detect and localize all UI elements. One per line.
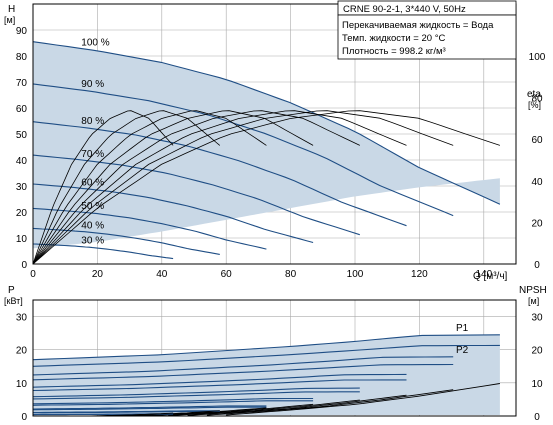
npsh-tick-label: 0: [534, 412, 540, 423]
p2-curve-60: [32, 400, 314, 406]
eta-axis-unit: [%]: [528, 100, 541, 110]
eta-curve-30: [32, 110, 174, 265]
eta-curve-70: [32, 110, 360, 265]
eta-axis-label: eta: [527, 89, 541, 100]
npsh-curve-80: [187, 394, 407, 416]
qh-curve-30: [32, 243, 174, 260]
qh-plot-frame: [32, 3, 517, 265]
npsh-curve-100: [226, 383, 500, 416]
qh-curve-50: [32, 207, 267, 250]
power-operating-envelope: [33, 334, 500, 415]
p1-curve-60: [32, 397, 314, 405]
npsh-curve-60: [148, 403, 314, 417]
speed-label-30: 30 %: [81, 236, 104, 247]
info-box: [337, 14, 517, 60]
power-left-axis-label: P: [8, 285, 15, 296]
eta-curve-90: [32, 110, 454, 265]
p2-curve-90: [32, 363, 454, 381]
p1-curve-80: [32, 373, 407, 388]
eta-tick-label: 60: [531, 135, 543, 146]
eta-tick-label: 80: [531, 94, 543, 105]
info-line-liquid: Перекачиваемая жидкость = Вода: [342, 20, 494, 31]
eta-curve-80: [32, 110, 407, 265]
npsh-tick-label: 20: [531, 346, 543, 357]
eta-tick-label: 20: [531, 218, 543, 229]
eta-curve-40: [32, 110, 221, 265]
power-left-axis-unit: [кВт]: [4, 296, 23, 306]
qh-y-tick-label: 80: [16, 52, 28, 63]
eta-curve-50: [32, 110, 267, 265]
power-y-tick-label: 0: [21, 412, 27, 423]
speed-label-60: 60 %: [81, 177, 104, 188]
power-y-tick-label: 10: [16, 379, 28, 390]
power-y-tick-label: 20: [16, 346, 28, 357]
qh-x-tick-label: 80: [285, 269, 297, 280]
qh-curve-80: [32, 121, 407, 227]
speed-label-70: 70 %: [81, 149, 104, 160]
qh-y-tick-label: 90: [16, 26, 28, 37]
p2-curve-80: [32, 379, 407, 392]
power-panel: 0 10 20 30 0 10 20 30: [16, 299, 543, 423]
qh-x-tick-label: 20: [92, 269, 104, 280]
info-line-temperature: Темп. жидкости = 20 °C: [342, 33, 445, 44]
power-y-tick-label: 30: [16, 313, 28, 324]
speed-label-40: 40 %: [81, 221, 104, 232]
npsh-tick-label: 10: [531, 379, 543, 390]
power-plot-frame: [32, 299, 517, 417]
p1-curve-70: [32, 387, 360, 398]
eta-tick-label: 0: [534, 260, 540, 271]
qh-curve-100: [32, 41, 501, 205]
p2-curve-70: [32, 391, 360, 400]
eta-tick-label: 100: [529, 52, 546, 63]
qh-y-tick-label: 10: [16, 234, 28, 245]
qh-y-tick-label: 70: [16, 78, 28, 89]
speed-label-90: 90 %: [81, 79, 104, 90]
p1-curve-90: [32, 356, 454, 376]
p2-curve-50: [32, 406, 267, 411]
qh-y-tick-label: 0: [21, 260, 27, 271]
eta-curve-60: [32, 110, 314, 265]
npsh-axis-label: NPSH: [519, 285, 547, 296]
eta-curves: [32, 110, 501, 265]
qh-x-tick-label: 120: [411, 269, 428, 280]
qh-x-tick-label: 60: [221, 269, 233, 280]
eta-curve-100: [32, 110, 501, 265]
legend-p1: P1: [456, 323, 469, 334]
eta-tick-label: 40: [531, 177, 543, 188]
qh-x-tick-label: 0: [30, 269, 36, 280]
legend-p2: P2: [456, 345, 469, 356]
p2-curve-40: [33, 410, 220, 414]
p1-curve-100: [32, 334, 500, 361]
power-envelope: [33, 334, 500, 415]
qh-y-tick-label: 50: [16, 130, 28, 141]
speed-label-50: 50 %: [81, 201, 104, 212]
qh-left-axis-unit: [м]: [4, 15, 15, 25]
p1-curve-50: [32, 405, 267, 410]
npsh-curve-70: [168, 399, 360, 416]
npsh-tick-label: 30: [531, 313, 543, 324]
qh-y-tick-label: 60: [16, 104, 28, 115]
chart-title: CRNE 90-2-1, 3*440 V, 50Hz: [343, 4, 466, 15]
power-tick-labels: 0 10 20 30 0 10 20 30: [16, 313, 543, 423]
qh-y-tick-label: 30: [16, 182, 28, 193]
p2-curve-100: [32, 344, 500, 367]
qh-curve-90: [32, 83, 454, 217]
npsh-axis-unit: [м]: [528, 296, 539, 306]
npsh-curve-90: [206, 389, 454, 416]
speed-label-80: 80 %: [81, 116, 104, 127]
qh-y-tick-label: 20: [16, 208, 28, 219]
speed-labels: 100 % 90 % 80 % 70 % 60 % 50 % 40 % 30 %: [81, 38, 109, 247]
qh-x-axis-label: Q [м³/ч]: [473, 271, 508, 282]
speed-label-100: 100 %: [81, 38, 109, 49]
qh-panel: 0 20 40 60 80 100 120 140 0 10 20 30 40 50 60 70 80 90 0 20…: [16, 3, 546, 280]
qh-x-tick-label: 40: [156, 269, 168, 280]
qh-x-tick-label: 100: [347, 269, 364, 280]
qh-left-axis-label: H: [8, 4, 15, 15]
qh-tick-labels: 0 20 40 60 80 100 120 140 0 10 20 30 40 50 60 70 80 90 0 20…: [16, 26, 546, 280]
qh-x-tick-label: 140: [475, 269, 492, 280]
qh-y-tick-label: 40: [16, 156, 28, 167]
info-line-density: Плотность = 998.2 кг/м³: [342, 46, 446, 57]
